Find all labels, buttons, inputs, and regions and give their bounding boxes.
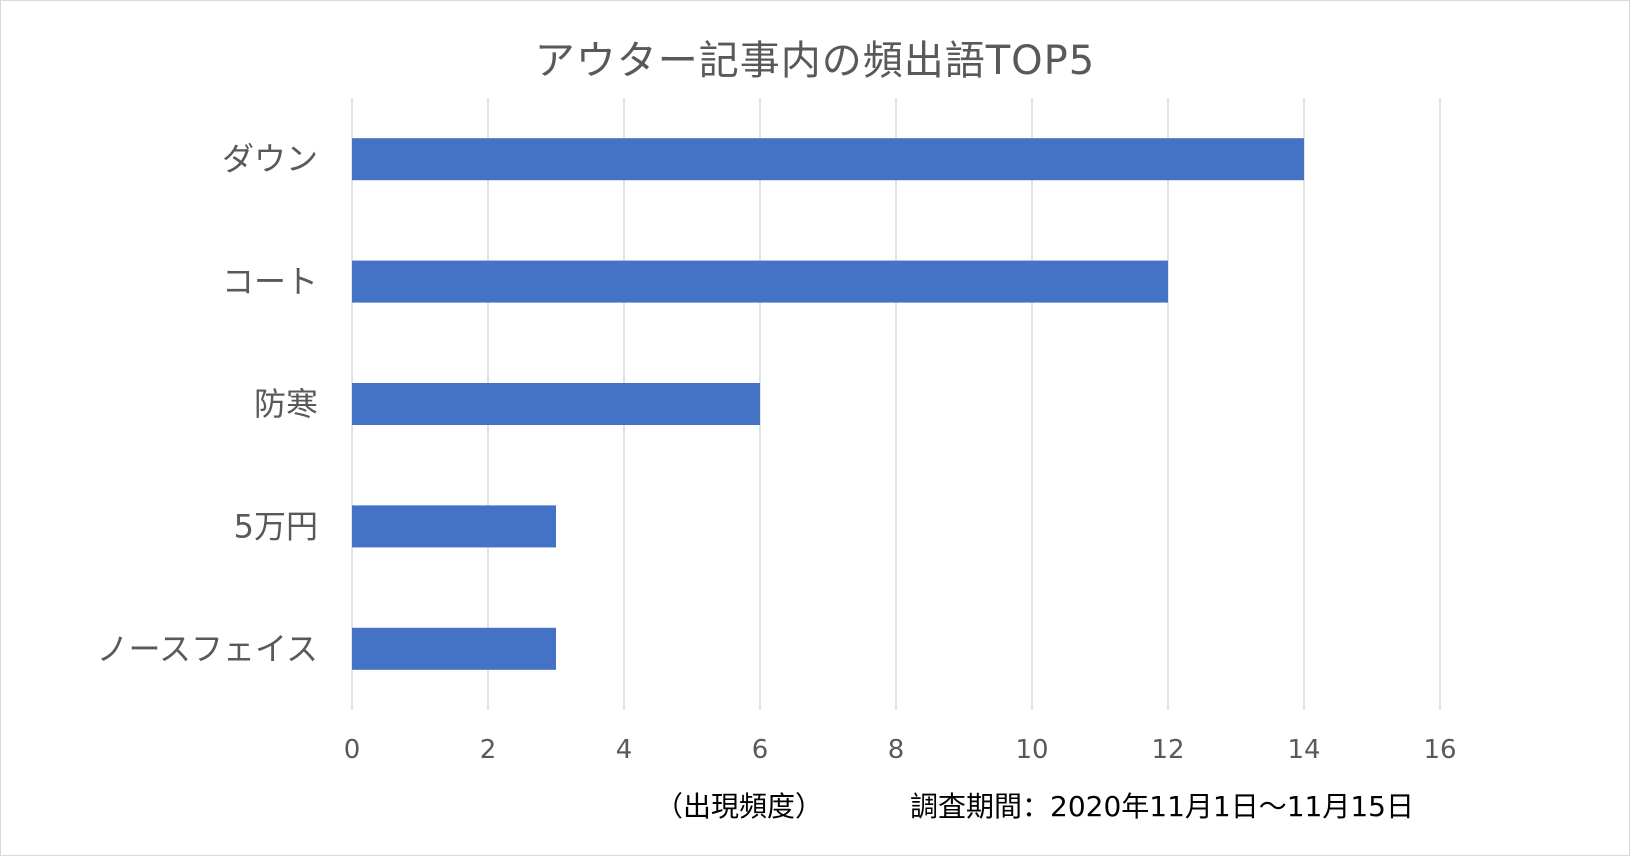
category-label: コート xyxy=(222,263,318,301)
chart-title: アウター記事内の頻出語TOP5 xyxy=(534,38,1096,84)
bar-1 xyxy=(352,260,1168,303)
x-axis-label: （出現頻度） xyxy=(655,790,824,823)
category-label: 防寒 xyxy=(254,385,318,423)
bar-4 xyxy=(352,627,556,670)
x-tick-label: 12 xyxy=(1151,735,1184,765)
x-tick-label: 2 xyxy=(480,735,497,765)
bar-2 xyxy=(352,383,760,425)
x-tick-label: 10 xyxy=(1015,735,1048,765)
bar-3 xyxy=(352,505,556,548)
category-label: ダウン xyxy=(222,140,318,178)
x-tick-label: 14 xyxy=(1287,735,1320,765)
x-tick-label: 4 xyxy=(616,735,633,765)
survey-period-note: 調査期間：2020年11月1日～11月15日 xyxy=(910,790,1414,823)
x-tick-label: 0 xyxy=(344,735,361,765)
x-tick-label: 6 xyxy=(752,735,769,765)
bar-0 xyxy=(352,138,1304,181)
category-label: 5万円 xyxy=(234,507,318,545)
x-tick-label: 16 xyxy=(1423,735,1456,765)
x-tick-label: 8 xyxy=(888,735,905,765)
category-label: ノースフェイス xyxy=(97,630,318,668)
